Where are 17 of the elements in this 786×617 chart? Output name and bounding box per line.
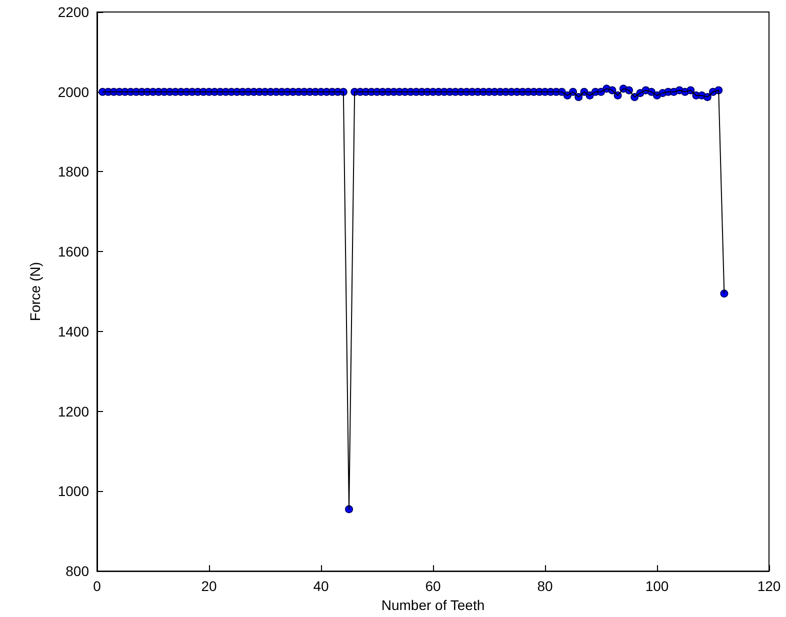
y-tick-label: 800: [66, 563, 90, 580]
x-tick-label: 120: [757, 578, 781, 594]
y-tick-label: 1800: [58, 164, 90, 180]
x-tick-label: 20: [201, 578, 217, 594]
y-tick-label: 2000: [58, 84, 90, 100]
x-tick-label: 40: [313, 578, 329, 594]
x-tick-label: 80: [537, 578, 553, 594]
y-tick-label: 2200: [58, 4, 90, 20]
y-tick-label: 1200: [58, 403, 90, 420]
y-tick-label: 1400: [58, 323, 90, 340]
x-tick-label: 60: [425, 578, 441, 594]
y-tick-label: 1000: [58, 483, 90, 500]
y-axis-title: Force (N): [27, 262, 43, 322]
y-tick-label: 1600: [58, 244, 90, 260]
x-tick-label: 100: [645, 578, 669, 594]
x-tick-label: 0: [93, 578, 102, 594]
x-axis-title: Number of Teeth: [381, 597, 485, 613]
